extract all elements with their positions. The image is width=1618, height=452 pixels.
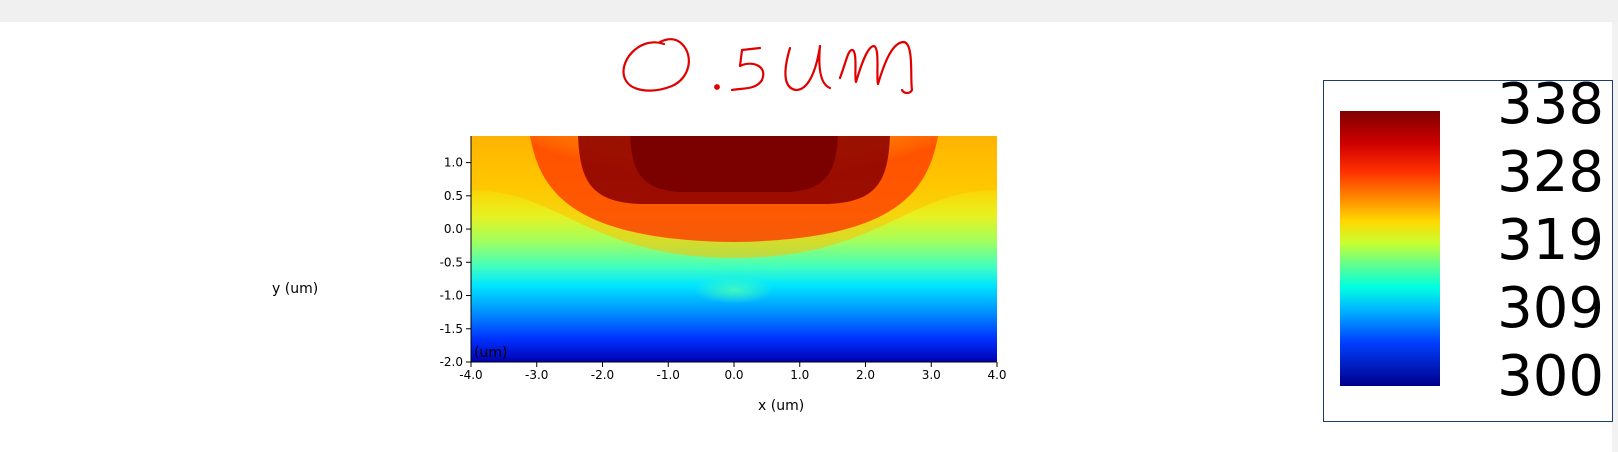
window-top-bar <box>0 0 1618 22</box>
heatmap-cyan-blob <box>694 276 774 304</box>
colorbar-label-1: 328 <box>1497 140 1604 205</box>
x-tick-label: 3.0 <box>922 368 941 382</box>
scrollbar-track[interactable] <box>1612 22 1618 452</box>
x-tick-label: 4.0 <box>987 368 1006 382</box>
x-tick-label: 0.0 <box>724 368 743 382</box>
x-tick-label: -3.0 <box>525 368 548 382</box>
y-tick-label: -1.0 <box>440 289 463 303</box>
x-axis-label: x (um) <box>758 398 805 414</box>
handwritten-annotation <box>622 38 914 95</box>
x-tick-label: -2.0 <box>591 368 614 382</box>
colorbar-label-3: 309 <box>1497 276 1604 341</box>
x-tick-label: -1.0 <box>657 368 680 382</box>
y-axis-label: y (um) <box>272 281 319 297</box>
inset-unit-label: (um) <box>474 345 507 361</box>
colorbar <box>1340 111 1440 386</box>
colorbar-label-4: 300 <box>1497 344 1604 409</box>
x-tick-label: 2.0 <box>856 368 875 382</box>
y-tick-label: -2.0 <box>440 355 463 369</box>
colorbar-label-0: 338 <box>1497 72 1604 137</box>
y-tick-label: -1.5 <box>440 322 463 336</box>
colorbar-label-2: 319 <box>1497 208 1604 273</box>
heatmap-plot: (um) -4.0 -3.0 -2.0 -1.0 0.0 1.0 2.0 3.0 4.0 1.0 0… <box>440 136 1007 382</box>
y-tick-label: 1.0 <box>444 156 463 170</box>
y-tick-label: 0.5 <box>444 189 463 203</box>
axes-group: -4.0 -3.0 -2.0 -1.0 0.0 1.0 2.0 3.0 4.0 1.0 0.5 0.0… <box>440 136 1007 382</box>
x-tick-label: 1.0 <box>790 368 809 382</box>
x-tick-label: -4.0 <box>459 368 482 382</box>
y-tick-label: 0.0 <box>444 222 463 236</box>
colorbar-legend: 338 328 319 309 300 <box>1323 72 1613 422</box>
heatmap-darkest-core <box>630 136 838 192</box>
y-tick-label: -0.5 <box>440 255 463 269</box>
